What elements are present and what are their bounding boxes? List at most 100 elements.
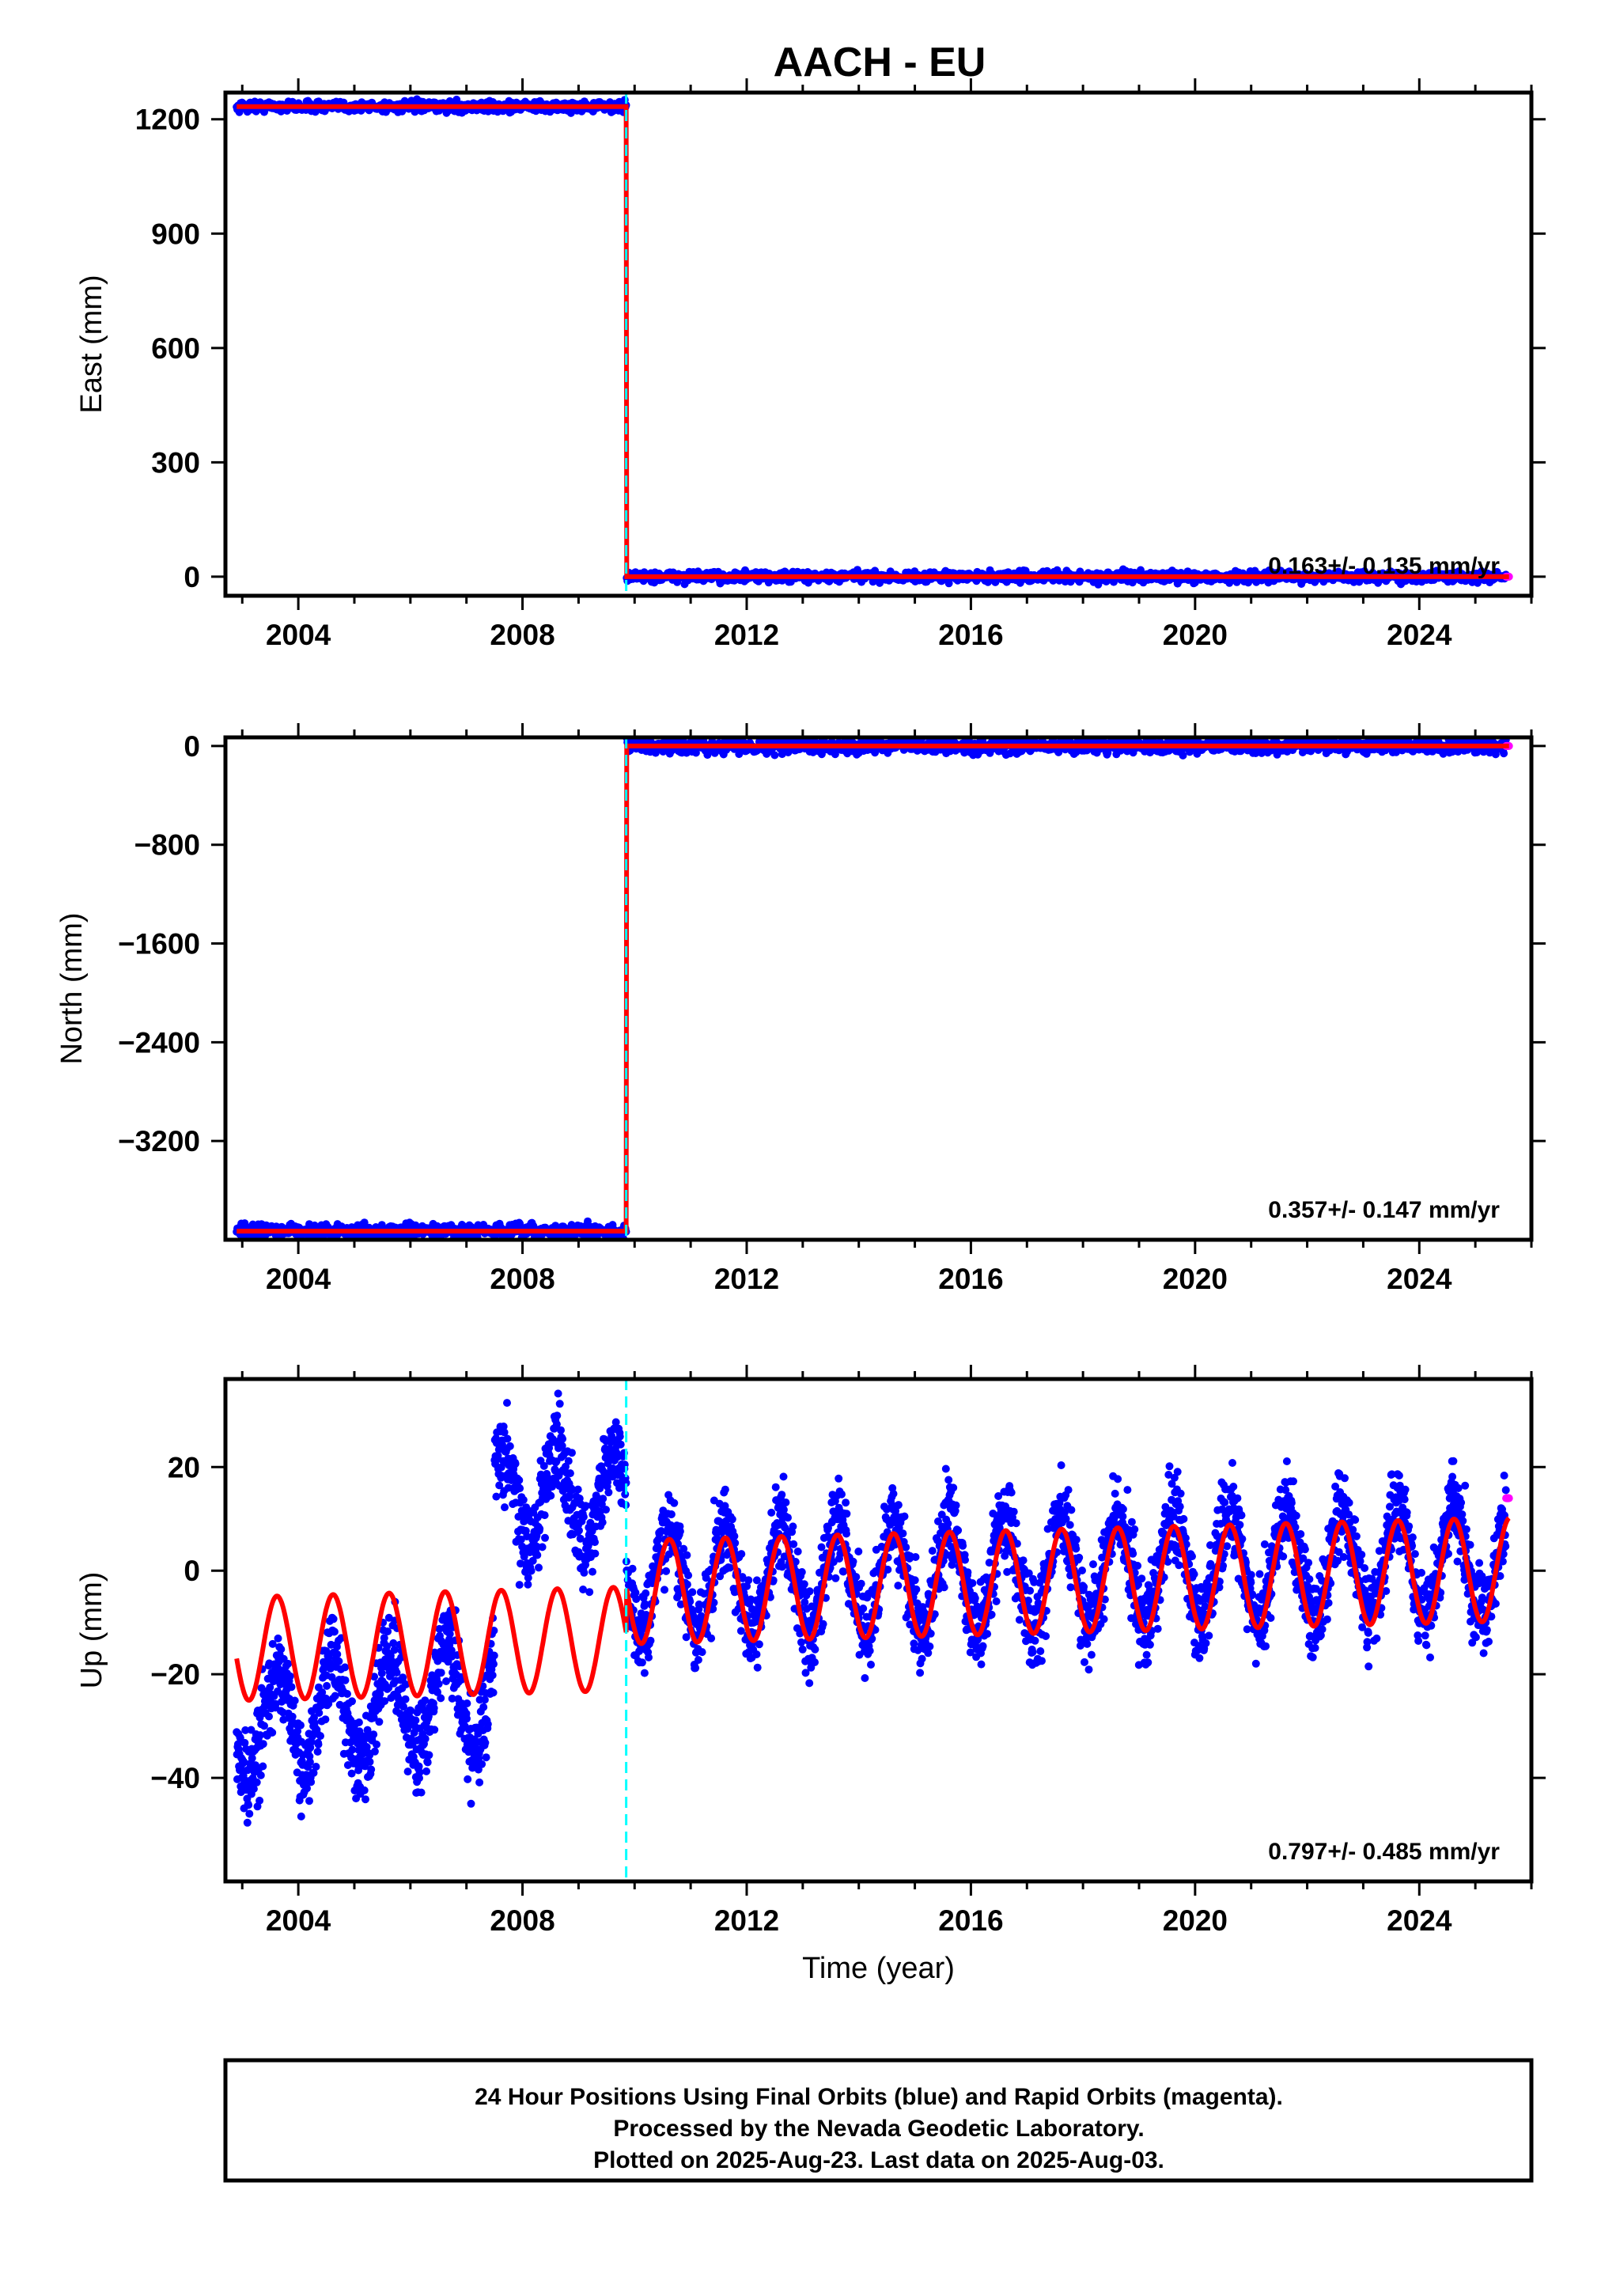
data-point — [519, 1495, 528, 1504]
data-point — [244, 1801, 253, 1809]
data-point — [558, 1434, 567, 1443]
data-point — [399, 1703, 407, 1711]
data-point — [778, 750, 786, 759]
data-point — [248, 1754, 256, 1763]
data-point — [503, 1434, 512, 1443]
data-point — [370, 1747, 379, 1756]
data-point — [343, 1690, 351, 1698]
plot-frame — [223, 735, 1534, 1242]
data-point — [373, 1740, 380, 1749]
data-point — [401, 1695, 410, 1703]
data-point — [316, 1732, 324, 1741]
data-point — [434, 1680, 443, 1688]
x-tick-label: 2004 — [266, 619, 331, 651]
data-point — [527, 1567, 536, 1575]
data-point — [516, 1484, 524, 1493]
data-point — [259, 1740, 267, 1749]
y-tick-label: −2400 — [118, 1026, 200, 1059]
x-tick-label: 2008 — [490, 619, 554, 651]
data-point — [553, 1411, 562, 1420]
data-point — [321, 1715, 330, 1724]
data-point — [430, 1703, 438, 1712]
data-point — [478, 1760, 486, 1768]
data-point — [323, 1681, 331, 1690]
data-point — [1500, 749, 1508, 758]
data-point — [375, 1718, 384, 1726]
east-panel: 2004 2008 2012 2016 2020 202403006009001200Ea… — [75, 78, 1546, 651]
y-axis-label: East (mm) — [75, 275, 108, 413]
data-point — [515, 1476, 524, 1484]
data-point — [442, 1677, 450, 1685]
data-point — [367, 1765, 376, 1774]
data-point — [515, 1581, 524, 1589]
data-point — [354, 1718, 363, 1726]
y-tick-label: −3200 — [118, 1125, 200, 1157]
data-point — [260, 1722, 268, 1730]
north-panel: 2004 2008 2012 2016 2020 20240−800−1600−2400−… — [55, 723, 1546, 1295]
plot-area — [233, 737, 1513, 1240]
data-point — [547, 1491, 555, 1500]
data-point — [555, 1400, 564, 1408]
y-tick-label: −800 — [134, 829, 200, 862]
data-point — [313, 1748, 322, 1756]
plot-frame — [223, 90, 1534, 598]
data-point — [524, 1580, 532, 1589]
data-point — [585, 1588, 594, 1597]
x-tick-label: 2024 — [1387, 619, 1452, 651]
data-point — [333, 1650, 342, 1658]
data-point — [259, 1762, 267, 1771]
x-tick-label: 2008 — [490, 1263, 554, 1295]
x-tick-label: 2016 — [938, 619, 1003, 651]
data-point — [573, 1485, 582, 1494]
data-point — [488, 1671, 497, 1680]
data-point — [312, 1763, 320, 1771]
data-point — [554, 1389, 562, 1398]
data-point — [575, 1526, 583, 1535]
data-point — [871, 748, 880, 757]
data-point — [286, 1672, 294, 1680]
data-point — [437, 1669, 445, 1677]
y-axis-label: North (mm) — [55, 912, 89, 1064]
chart-title: AACH - EU — [774, 40, 986, 85]
data-point — [490, 1651, 498, 1660]
data-point — [490, 1660, 498, 1669]
data-point — [489, 1688, 498, 1697]
data-point — [422, 1767, 430, 1775]
model-line — [237, 743, 1509, 1234]
data-point — [411, 1716, 420, 1725]
x-tick-label: 2020 — [1163, 619, 1228, 651]
data-point — [492, 1492, 501, 1501]
data-point — [290, 1696, 299, 1705]
data-point — [415, 1768, 424, 1777]
data-point — [421, 1734, 430, 1743]
data-point — [1094, 580, 1103, 589]
data-point — [274, 1634, 282, 1642]
data-point — [481, 1738, 490, 1747]
y-tick-label: 300 — [151, 446, 200, 479]
data-point — [464, 1775, 472, 1783]
data-point — [430, 1726, 439, 1734]
data-point — [361, 1795, 369, 1804]
final-orbit-points — [233, 737, 1510, 1240]
data-point — [691, 748, 700, 757]
x-tick-label: 2012 — [714, 619, 779, 651]
data-point — [403, 1767, 412, 1776]
data-point — [369, 1730, 378, 1739]
data-point — [329, 1615, 338, 1623]
data-point — [1179, 751, 1187, 760]
data-point — [437, 1694, 445, 1703]
data-point — [341, 1676, 350, 1684]
final-orbit-points — [233, 95, 1510, 589]
data-point — [538, 1543, 547, 1552]
x-tick-label: 2024 — [1387, 1263, 1452, 1295]
data-point — [480, 1695, 489, 1704]
data-point — [568, 1449, 576, 1457]
x-tick-label: 2012 — [714, 1263, 779, 1295]
y-tick-label: −1600 — [118, 928, 200, 960]
data-point — [297, 1812, 305, 1821]
data-point — [305, 1797, 313, 1805]
data-point — [584, 1217, 592, 1226]
data-point — [463, 1699, 471, 1707]
data-point — [265, 1712, 273, 1721]
